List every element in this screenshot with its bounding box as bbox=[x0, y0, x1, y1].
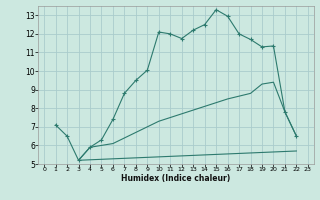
X-axis label: Humidex (Indice chaleur): Humidex (Indice chaleur) bbox=[121, 174, 231, 183]
